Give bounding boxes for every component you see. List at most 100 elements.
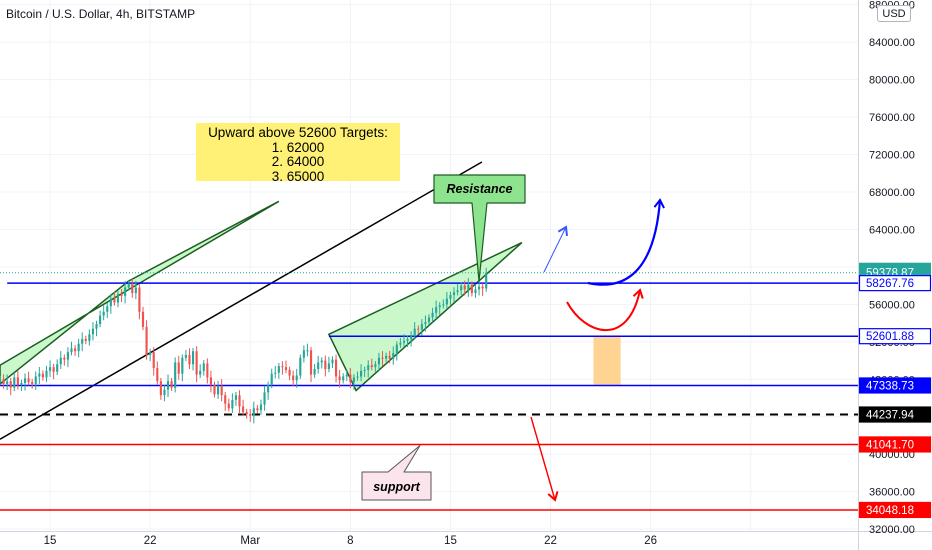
candle-body <box>6 381 9 384</box>
candle-body <box>456 290 459 293</box>
candle-body <box>52 367 55 372</box>
candle-body <box>320 360 323 363</box>
candle-body <box>263 392 266 405</box>
candle-body <box>152 352 155 369</box>
candle-body <box>477 286 481 290</box>
y-tick-label: 80000.00 <box>869 75 915 87</box>
candle-body <box>23 378 27 384</box>
candle-body <box>284 367 288 370</box>
y-tick-label: 76000.00 <box>869 112 915 124</box>
candle-body <box>184 354 187 358</box>
currency-button[interactable]: USD <box>877 5 911 22</box>
candle-body <box>345 374 348 377</box>
candle-body <box>77 343 80 352</box>
x-tick-label: 22 <box>544 535 557 547</box>
blue-thin-arrowhead <box>557 225 568 237</box>
price-tag-52601.88 <box>858 328 932 345</box>
candle-body <box>274 372 277 374</box>
candle-body <box>41 373 44 378</box>
blue-thin-arrow <box>543 226 567 273</box>
candle-body <box>460 285 463 291</box>
candle-body <box>217 385 220 395</box>
candle-body <box>209 377 212 385</box>
candle-body <box>20 383 23 385</box>
candle-body <box>138 287 141 312</box>
candle-body <box>442 304 445 306</box>
candle-body <box>81 339 84 344</box>
candle-body <box>349 374 352 383</box>
candle-body <box>334 359 338 377</box>
price-tag-58267.76 <box>858 275 932 292</box>
red-down-arrowhead <box>547 491 559 502</box>
candle-body <box>360 370 363 377</box>
price-tag-34048.18 <box>858 501 932 519</box>
candle-body <box>413 328 416 337</box>
candle-body <box>388 355 391 359</box>
target-2: 2. 64000 <box>271 154 325 169</box>
candle-body <box>292 375 295 381</box>
candle-body <box>424 322 427 325</box>
candle-body <box>48 367 52 371</box>
candle-body <box>474 289 477 294</box>
candle-body <box>470 284 473 294</box>
candle-body <box>324 360 327 369</box>
candle-body <box>331 359 334 364</box>
candle-body <box>385 355 388 359</box>
candle-body <box>306 350 309 352</box>
candle-body <box>131 283 134 294</box>
candle-body <box>395 344 398 354</box>
candle-body <box>259 404 263 411</box>
price-tag-47338.73 <box>858 377 932 394</box>
candle-body <box>281 366 284 368</box>
y-tick-label: 64000.00 <box>869 224 915 236</box>
candle-body <box>288 369 291 376</box>
candle-body <box>149 352 152 355</box>
candle-body <box>467 284 470 290</box>
candle-body <box>56 364 59 372</box>
candle-body <box>0 379 2 383</box>
candle-body <box>9 381 12 388</box>
candle-body <box>417 328 420 330</box>
candle-body <box>270 373 273 385</box>
candle-body <box>377 357 381 365</box>
candle-body <box>156 368 159 382</box>
candle-body <box>13 377 16 388</box>
blue-curved-arrow <box>587 199 662 286</box>
price-tag-text: 34048.18 <box>866 505 914 517</box>
candle-body <box>317 362 320 369</box>
candle-body <box>116 294 120 303</box>
x-tick-label: 15 <box>44 535 57 547</box>
candle-body <box>406 339 409 341</box>
candle-body <box>485 272 488 289</box>
target-3: 3. 65000 <box>271 168 325 184</box>
candle-body <box>277 366 280 373</box>
candle-body <box>445 298 448 305</box>
chart-title: Bitcoin / U.S. Dollar, 4h, BITSTAMP <box>6 7 196 21</box>
red-curved-arrowhead <box>632 288 644 299</box>
y-tick-label: 32000.00 <box>869 524 915 536</box>
red-down-arrow <box>530 416 556 501</box>
candle-body <box>70 348 73 353</box>
price-tag-41041.70 <box>858 436 932 453</box>
candle-body <box>174 362 177 388</box>
candle-body <box>191 351 195 365</box>
candle-body <box>102 311 105 316</box>
targets-note: Upward above 52600 Targets: 1. 62000 2. … <box>196 123 400 183</box>
candle-body <box>242 406 245 413</box>
candle-body <box>352 377 355 383</box>
candle-body <box>109 298 112 307</box>
x-tick-label: 26 <box>644 535 657 547</box>
candle-body <box>181 357 184 374</box>
orange-target-box <box>593 336 621 386</box>
candle-body <box>431 312 434 318</box>
resistance-callout <box>433 174 526 282</box>
candle-body <box>313 368 316 375</box>
candle-body <box>435 307 438 313</box>
price-tag-44237.94 <box>858 406 932 423</box>
price-tag-text: 41041.70 <box>866 439 914 451</box>
candle-body <box>342 376 345 381</box>
targets-title: Upward above 52600 Targets: <box>208 125 388 140</box>
candle-body <box>106 306 109 312</box>
